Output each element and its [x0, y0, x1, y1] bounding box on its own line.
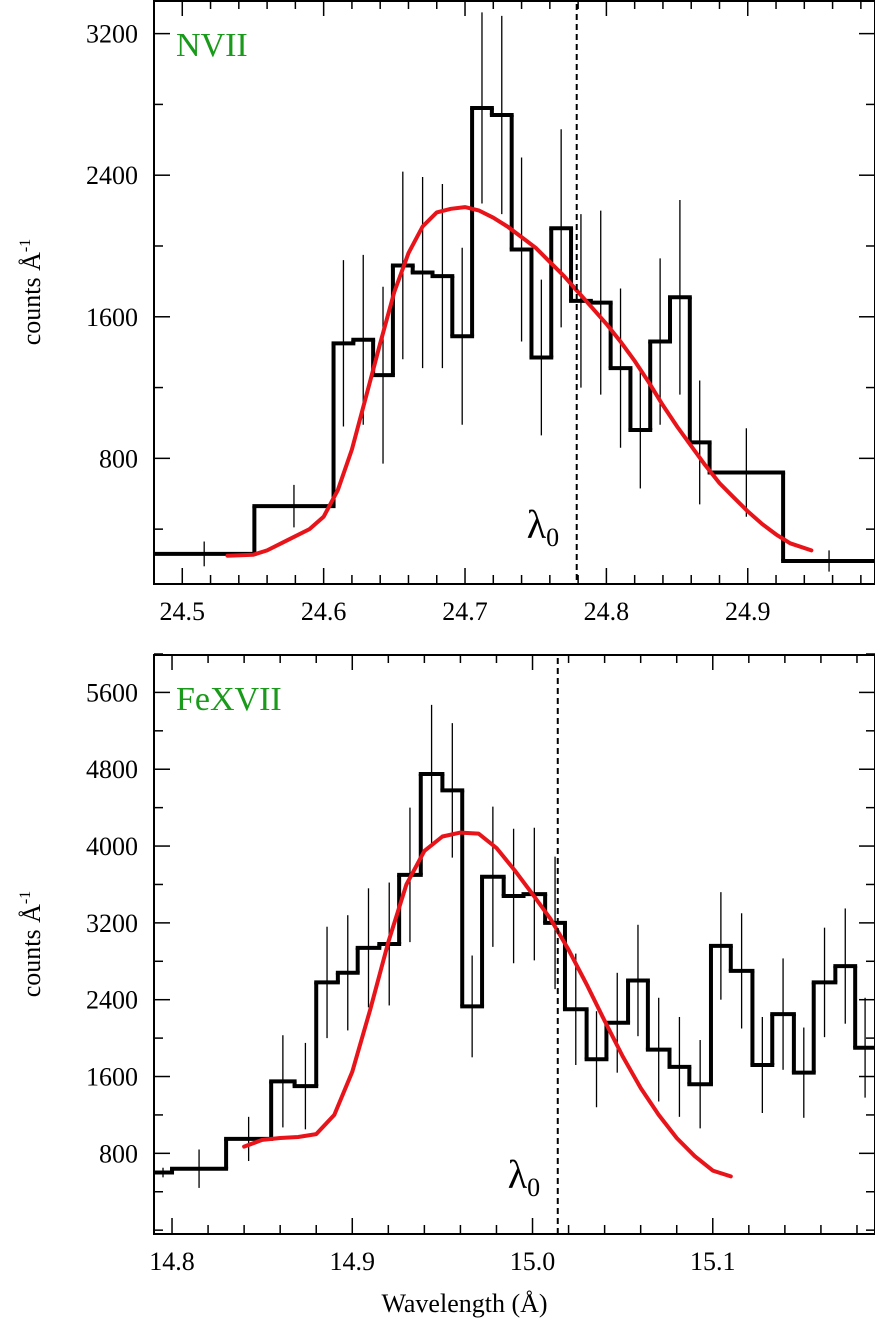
y-tick-label: 3200: [86, 909, 138, 938]
plot-frame: [153, 0, 875, 585]
x-axis-title: Wavelength (Å): [381, 1289, 547, 1318]
y-tick-label: 5600: [86, 678, 138, 707]
y-tick-label: 4000: [86, 832, 138, 861]
model-curve: [242, 830, 733, 1179]
rest-wavelength-subscript: 0: [546, 523, 559, 552]
fexvii-panel: 14.8 14.9 15.0 15.1 800 1600 2400 3200 4000 4800 5…: [17, 653, 875, 1318]
x-tick-label: 14.8: [149, 1247, 195, 1276]
y-tick-label: 1600: [86, 1063, 138, 1092]
rest-wavelength-label: λ0: [527, 502, 559, 552]
ion-label: FeXVII: [176, 681, 282, 718]
nvii-panel: 24.5 24.6 24.7 24.8 24.9 800 1600 2400 3200 count…: [17, 0, 875, 626]
plot-area: [154, 704, 875, 1188]
rest-wavelength-label: λ0: [508, 1152, 540, 1202]
plot-frame: [153, 654, 875, 1235]
y-tick-label: 800: [99, 444, 138, 473]
y-axis-title: counts Å-1: [17, 891, 46, 998]
y-tick-label: 800: [99, 1139, 138, 1168]
x-tick-label: 24.9: [725, 597, 771, 626]
x-tick-label: 14.9: [330, 1247, 376, 1276]
x-tick-label: 24.6: [301, 597, 347, 626]
x-tick-label: 15.1: [690, 1247, 736, 1276]
model-curve: [225, 205, 814, 558]
y-axis-title: counts Å-1: [17, 239, 46, 346]
y-axis-title-exponent: -1: [17, 891, 34, 904]
x-tick-label: 15.0: [510, 1247, 556, 1276]
y-tick-label: 4800: [86, 755, 138, 784]
ion-label: NVII: [176, 27, 248, 64]
x-tick-label: 24.8: [584, 597, 630, 626]
plot-area: [154, 12, 875, 572]
y-tick-label: 2400: [86, 161, 138, 190]
rest-wavelength-subscript: 0: [527, 1173, 540, 1202]
y-tick-label: 3200: [86, 20, 138, 49]
y-tick-label: 2400: [86, 986, 138, 1015]
x-tick-label: 24.7: [442, 597, 488, 626]
y-axis-title-exponent: -1: [17, 239, 34, 252]
x-tick-label: 24.5: [160, 597, 206, 626]
y-tick-label: 1600: [86, 303, 138, 332]
